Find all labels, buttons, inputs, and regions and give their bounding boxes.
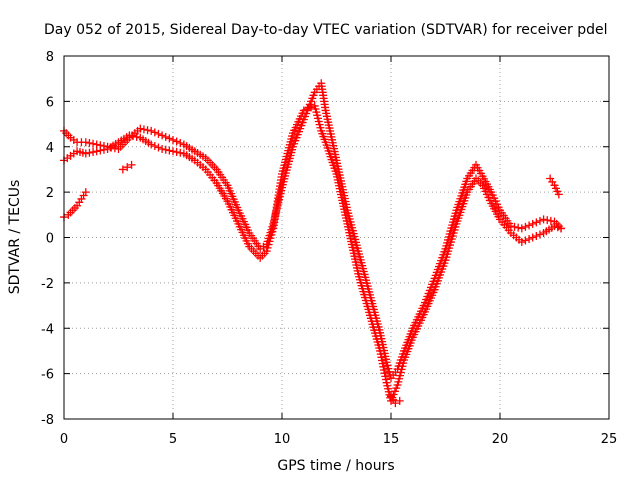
- grid: [64, 56, 609, 419]
- data-point-trace-b: [89, 148, 98, 157]
- data-point-trace-b: [176, 148, 185, 157]
- data-point-trace-b: [557, 224, 566, 233]
- data-point-trace-b: [517, 238, 526, 247]
- data-point-trace-b: [525, 235, 534, 244]
- data-point-trace-a: [514, 223, 523, 232]
- data-point-trace-b: [158, 145, 167, 154]
- data-point-trace-a: [92, 140, 101, 149]
- y-tick-label: -6: [41, 368, 54, 383]
- data-point-trace-a: [525, 221, 534, 230]
- data-point-trace-a: [161, 132, 170, 141]
- data-point-trace-b: [165, 146, 174, 155]
- x-tick-label: 15: [383, 432, 400, 447]
- data-point-trace-a: [85, 138, 94, 147]
- data-point-trace-a: [136, 124, 145, 133]
- x-tick-label: 25: [601, 432, 618, 447]
- y-tick-label: 8: [46, 50, 54, 65]
- data-point-trace-b: [172, 148, 181, 157]
- data-point-trace-e: [554, 190, 563, 199]
- y-axis-label: SDTVAR / TECUs: [7, 180, 23, 295]
- y-tick-label: -4: [41, 322, 54, 337]
- y-tick-labels: -8 -6 -4 -2 0 2 4 6 8: [41, 50, 54, 428]
- data-point-trace-b: [535, 230, 544, 239]
- x-tick-label: 20: [492, 432, 509, 447]
- data-point-trace-d: [127, 160, 136, 169]
- data-point-trace-b: [129, 132, 138, 141]
- data-point-trace-a: [172, 137, 181, 146]
- data-point-trace-b: [85, 148, 94, 157]
- data-point-trace-a: [535, 216, 544, 225]
- data-point-trace-a: [165, 134, 174, 143]
- data-point-trace-b: [169, 147, 177, 156]
- data-point-trace-b: [150, 141, 159, 150]
- chart-title: Day 052 of 2015, Sidereal Day-to-day VTE…: [44, 22, 608, 38]
- data-point-trace-a: [532, 218, 541, 227]
- data-point-trace-d: [123, 163, 132, 172]
- data-point-trace-c: [81, 188, 90, 197]
- x-axis-label: GPS time / hours: [277, 458, 394, 474]
- data-point-trace-b: [81, 149, 90, 158]
- data-point-trace-a: [517, 224, 526, 233]
- data-point-trace-b: [521, 236, 530, 245]
- x-tick-label: 0: [60, 432, 68, 447]
- data-point-trace-a: [539, 215, 548, 224]
- data-point-trace-a: [143, 126, 152, 135]
- data-point-trace-a: [521, 222, 530, 231]
- data-point-trace-b: [161, 145, 170, 154]
- data-point-trace-b: [96, 146, 105, 155]
- data-point-trace-b: [125, 131, 134, 140]
- y-tick-label: 4: [46, 141, 54, 156]
- data-point-trace-b: [528, 233, 537, 242]
- data-point-trace-f: [391, 399, 400, 408]
- y-tick-label: -8: [41, 413, 54, 428]
- data-point-trace-a: [154, 129, 163, 138]
- data-point-trace-a: [510, 222, 519, 231]
- data-point-trace-b: [132, 132, 141, 141]
- data-point-trace-a: [139, 125, 148, 134]
- x-tick-labels: 0 5 10 15 20 25: [60, 432, 617, 447]
- data-point-trace-d: [118, 165, 127, 174]
- data-point-trace-a: [546, 216, 555, 225]
- data-point-trace-a: [543, 216, 552, 225]
- data-point-trace-a: [176, 138, 185, 147]
- y-tick-label: 0: [46, 232, 54, 247]
- x-tick-label: 5: [169, 432, 177, 447]
- plot-frame: [63, 55, 610, 420]
- data-point-trace-a: [81, 138, 90, 147]
- data-point-trace-b: [99, 145, 108, 154]
- data-point-trace-a: [150, 128, 159, 137]
- data-point-trace-b: [147, 140, 156, 149]
- x-tick-label: 10: [274, 432, 291, 447]
- data-point-trace-b: [299, 106, 308, 115]
- data-point-trace-a: [506, 222, 515, 231]
- data-point-trace-b: [532, 231, 541, 240]
- data-point-trace-b: [303, 104, 312, 113]
- data-points: [60, 79, 566, 408]
- data-point-trace-a: [528, 219, 537, 228]
- data-point-trace-f: [395, 396, 404, 405]
- data-point-trace-a: [147, 126, 156, 135]
- data-point-trace-b: [154, 143, 163, 152]
- data-point-trace-a: [169, 135, 177, 144]
- data-point-trace-a: [158, 131, 167, 140]
- data-point-trace-a: [89, 139, 98, 148]
- y-tick-label: 6: [46, 95, 54, 110]
- y-tick-label: -2: [41, 277, 54, 292]
- data-point-trace-b: [307, 103, 316, 112]
- y-tick-label: 2: [46, 186, 54, 201]
- data-point-trace-b: [92, 147, 101, 156]
